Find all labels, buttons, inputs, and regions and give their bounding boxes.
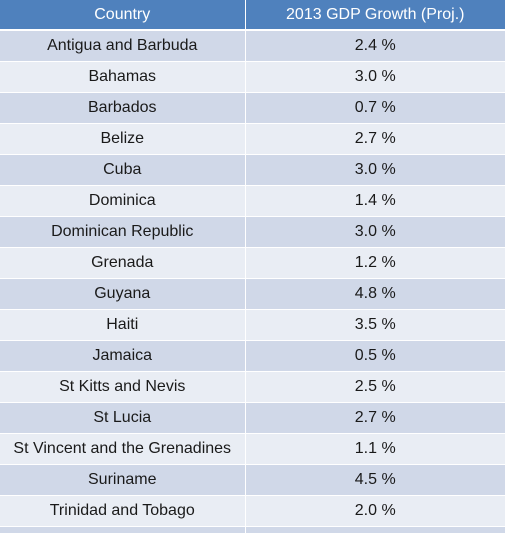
table-row: Bahamas 3.0 % (0, 61, 505, 93)
table-row: Antigua and Barbuda 2.4 % (0, 30, 505, 62)
country-cell: St Kitts and Nevis (0, 371, 246, 403)
gdp-growth-cell: 4.5 % (245, 464, 505, 496)
gdp-growth-cell: 0.5 % (245, 340, 505, 372)
table-row: Dominican Republic 3.0 % (0, 216, 505, 248)
table-header-row: Country 2013 GDP Growth (Proj.) (0, 0, 505, 31)
gdp-growth-cell: 2.0 % (245, 495, 505, 527)
gdp-growth-cell: 4.8 % (245, 278, 505, 310)
gdp-growth-cell: 1.1 % (245, 433, 505, 465)
gdp-growth-cell: 1.2 % (245, 247, 505, 279)
table-row: Trinidad and Tobago 2.0 % (0, 495, 505, 527)
table-row-cut-off (0, 526, 505, 534)
country-cell: Bahamas (0, 61, 246, 93)
country-cell: Cuba (0, 154, 246, 186)
column-header-country: Country (0, 0, 246, 31)
gdp-growth-cell: 1.4 % (245, 185, 505, 217)
gdp-growth-cell: 3.0 % (245, 154, 505, 186)
table-row: Jamaica 0.5 % (0, 340, 505, 372)
table-row: Grenada 1.2 % (0, 247, 505, 279)
table-row: Cuba 3.0 % (0, 154, 505, 186)
country-cell: Belize (0, 123, 246, 155)
country-cell: Antigua and Barbuda (0, 30, 246, 62)
country-cell: Haiti (0, 309, 246, 341)
table-row: Haiti 3.5 % (0, 309, 505, 341)
table-row: St Vincent and the Grenadines 1.1 % (0, 433, 505, 465)
column-header-gdp-growth: 2013 GDP Growth (Proj.) (245, 0, 505, 31)
table-row: Belize 2.7 % (0, 123, 505, 155)
gdp-growth-cell: 0.7 % (245, 92, 505, 124)
table-row: Guyana 4.8 % (0, 278, 505, 310)
gdp-growth-cell: 2.4 % (245, 30, 505, 62)
country-cell: St Lucia (0, 402, 246, 434)
country-cell: Dominica (0, 185, 246, 217)
gdp-growth-cell: 3.5 % (245, 309, 505, 341)
country-cell: Guyana (0, 278, 246, 310)
table-row: Barbados 0.7 % (0, 92, 505, 124)
gdp-growth-cell: 2.7 % (245, 123, 505, 155)
country-cell: Jamaica (0, 340, 246, 372)
table-row: St Kitts and Nevis 2.5 % (0, 371, 505, 403)
country-cell: Suriname (0, 464, 246, 496)
gdp-growth-cell: 2.7 % (245, 402, 505, 434)
table-row: Dominica 1.4 % (0, 185, 505, 217)
table-row: Suriname 4.5 % (0, 464, 505, 496)
table-row: St Lucia 2.7 % (0, 402, 505, 434)
gdp-growth-cell: 3.0 % (245, 61, 505, 93)
gdp-growth-cell: 3.0 % (245, 216, 505, 248)
country-cell: Dominican Republic (0, 216, 246, 248)
country-cell: Grenada (0, 247, 246, 279)
empty-cell (245, 526, 505, 534)
country-cell: Trinidad and Tobago (0, 495, 246, 527)
country-cell: St Vincent and the Grenadines (0, 433, 246, 465)
empty-cell (0, 526, 246, 534)
gdp-growth-cell: 2.5 % (245, 371, 505, 403)
country-cell: Barbados (0, 92, 246, 124)
